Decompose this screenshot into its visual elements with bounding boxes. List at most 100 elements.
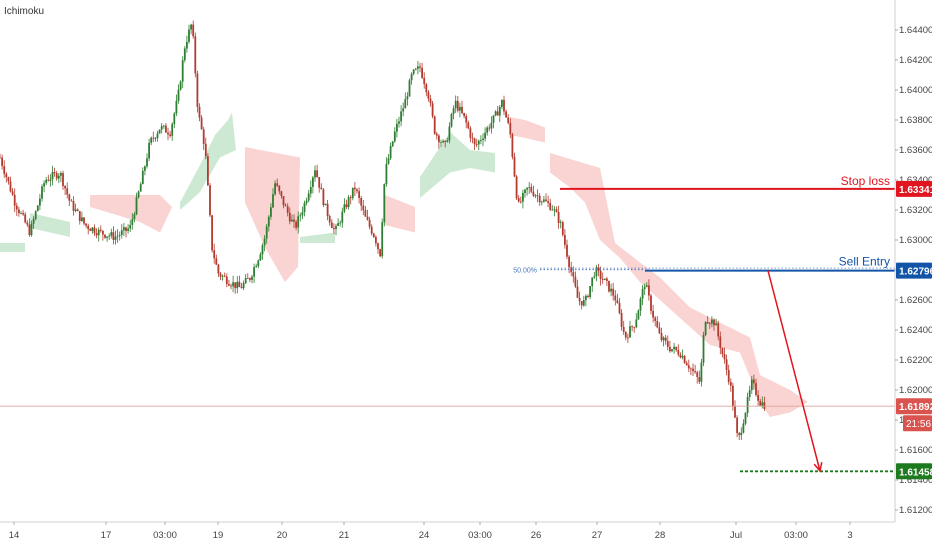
candle-body bbox=[133, 214, 136, 220]
candle-body bbox=[761, 402, 764, 406]
candle-body bbox=[202, 129, 205, 144]
candle-body bbox=[9, 181, 12, 192]
candle-body bbox=[165, 125, 167, 133]
candle-body bbox=[639, 298, 642, 311]
candle-body bbox=[162, 125, 165, 127]
candle-body bbox=[547, 201, 549, 203]
candle-body bbox=[15, 205, 18, 210]
cloud-red bbox=[550, 153, 808, 417]
candle-body bbox=[66, 188, 69, 195]
candle-body bbox=[717, 323, 720, 337]
candle-body bbox=[454, 100, 457, 109]
candle-body bbox=[272, 194, 274, 208]
candle-body bbox=[645, 285, 648, 287]
x-tick-label: 17 bbox=[101, 530, 112, 541]
candle-body bbox=[666, 341, 669, 347]
candle-body bbox=[316, 170, 318, 178]
indicator-label: Ichimoku bbox=[4, 6, 45, 17]
cloud-red bbox=[245, 147, 300, 282]
candle-body bbox=[526, 187, 528, 190]
candle-body bbox=[706, 322, 709, 324]
candle-body bbox=[160, 126, 163, 130]
candle-body bbox=[408, 80, 411, 97]
candle-body bbox=[93, 227, 96, 234]
candle-body bbox=[679, 354, 682, 358]
candle-body bbox=[83, 217, 85, 224]
candle-body bbox=[591, 277, 594, 287]
candle-body bbox=[127, 228, 129, 231]
candle-body bbox=[501, 99, 503, 107]
candle-body bbox=[22, 213, 24, 215]
candle-body bbox=[431, 103, 434, 117]
candle-body bbox=[438, 135, 440, 143]
candle-body bbox=[484, 132, 486, 139]
candle-body bbox=[440, 142, 442, 144]
candle-body bbox=[763, 402, 766, 409]
candle-body bbox=[169, 134, 171, 136]
candle-body bbox=[343, 204, 346, 212]
candle-body bbox=[108, 235, 111, 237]
candle-body bbox=[536, 195, 539, 197]
candle-body bbox=[45, 179, 48, 184]
candle-body bbox=[123, 227, 125, 231]
candle-body bbox=[580, 301, 583, 306]
candle-body bbox=[729, 382, 732, 386]
candle-body bbox=[690, 368, 692, 370]
candle-body bbox=[553, 209, 556, 211]
candle-body bbox=[700, 362, 703, 382]
candle-body bbox=[509, 122, 512, 135]
candle-body bbox=[314, 170, 316, 178]
candle-body bbox=[738, 433, 741, 436]
candle-body bbox=[463, 113, 465, 117]
candle-body bbox=[637, 310, 640, 320]
candle-body bbox=[433, 116, 436, 134]
candle-body bbox=[713, 319, 715, 326]
candle-body bbox=[671, 349, 673, 352]
x-tick-label: 20 bbox=[277, 530, 288, 541]
candle-body bbox=[555, 209, 558, 213]
cloud-green bbox=[420, 132, 495, 198]
candle-body bbox=[177, 89, 180, 101]
candle-body bbox=[72, 201, 75, 211]
x-tick-label: 19 bbox=[213, 530, 224, 541]
sell-entry-label: Sell Entry bbox=[839, 255, 890, 269]
candle-body bbox=[423, 77, 426, 85]
current-price-badge bbox=[896, 398, 932, 415]
candle-body bbox=[280, 191, 283, 197]
y-tick-label: 1.63200 bbox=[899, 205, 932, 216]
candle-body bbox=[610, 288, 612, 292]
candle-body bbox=[293, 219, 295, 222]
candle-body bbox=[261, 245, 264, 255]
x-tick-label: 26 bbox=[531, 530, 542, 541]
candle-body bbox=[582, 300, 585, 306]
candle-body bbox=[330, 222, 333, 228]
candle-body bbox=[385, 163, 388, 184]
candle-body bbox=[746, 397, 749, 413]
candle-body bbox=[694, 371, 696, 373]
candle-body bbox=[251, 276, 253, 280]
candle-body bbox=[622, 326, 625, 332]
candle-body bbox=[543, 199, 545, 202]
candle-body bbox=[141, 170, 144, 185]
candle-body bbox=[267, 216, 270, 227]
candle-body bbox=[230, 285, 232, 287]
candle-body bbox=[139, 184, 142, 192]
candle-body bbox=[467, 122, 470, 129]
countdown-text: 21:56 bbox=[906, 419, 931, 430]
candle-body bbox=[551, 209, 554, 211]
candle-body bbox=[106, 236, 108, 238]
candle-body bbox=[131, 219, 134, 225]
candle-body bbox=[400, 111, 402, 122]
take-profit-badge bbox=[896, 463, 932, 480]
candle-body bbox=[305, 200, 308, 203]
candle-body bbox=[517, 198, 520, 202]
candle-body bbox=[322, 189, 325, 206]
candle-body bbox=[448, 126, 451, 141]
candle-body bbox=[354, 187, 356, 190]
candle-body bbox=[194, 36, 197, 74]
candle-body bbox=[456, 100, 459, 111]
candle-body bbox=[471, 137, 474, 139]
cloud-red bbox=[510, 117, 545, 143]
candle-body bbox=[312, 177, 314, 187]
